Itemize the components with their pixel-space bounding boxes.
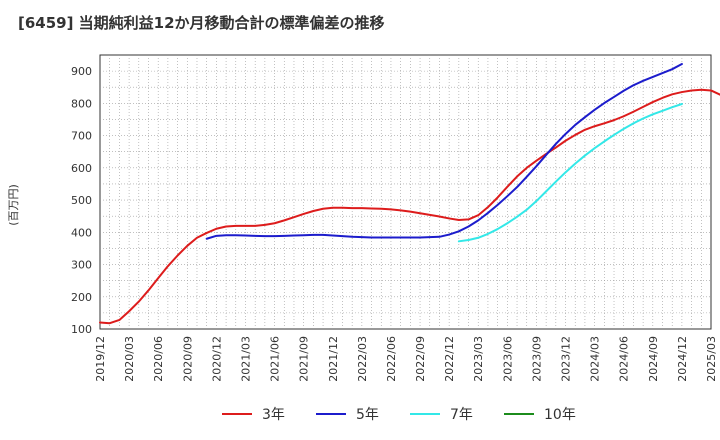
x-tick-label: 2022/09: [414, 336, 427, 382]
x-tick-label: 2020/09: [181, 336, 194, 382]
x-tick-label: 2023/09: [530, 336, 543, 382]
chart-title: [6459] 当期純利益12か月移動合計の標準偏差の推移: [18, 14, 385, 32]
legend-label: 10年: [544, 407, 576, 423]
x-tick-label: 2022/12: [443, 336, 456, 382]
x-tick-label: 2023/03: [472, 336, 485, 382]
y-axis: 100 200 300 400 500 600 700 800 900: [71, 65, 92, 336]
x-tick-label: 2024/03: [589, 336, 602, 382]
x-tick-label: 2024/09: [647, 336, 660, 382]
y-tick-label: 400: [71, 226, 92, 239]
y-tick-label: 200: [71, 291, 92, 304]
x-tick-label: 2022/06: [385, 336, 398, 382]
x-tick-label: 2021/12: [327, 336, 340, 382]
x-tick-label: 2021/06: [269, 336, 282, 382]
y-tick-label: 500: [71, 194, 92, 207]
x-tick-label: 2024/12: [676, 336, 689, 382]
y-tick-label: 900: [71, 65, 92, 78]
legend: 3年 5年 7年 10年: [222, 407, 576, 423]
x-tick-label: 2023/06: [501, 336, 514, 382]
x-tick-label: 2020/12: [210, 336, 223, 382]
y-tick-label: 300: [71, 259, 92, 272]
x-tick-label: 2020/06: [152, 336, 165, 382]
y-tick-label: 800: [71, 97, 92, 110]
x-tick-label: 2024/06: [618, 336, 631, 382]
legend-label: 7年: [450, 407, 473, 423]
series-line-3年: [99, 88, 720, 325]
legend-label: 3年: [262, 407, 285, 423]
y-tick-label: 100: [71, 323, 92, 336]
x-tick-label: 2021/09: [298, 336, 311, 382]
plot-background: [99, 54, 712, 330]
series-line-5年: [205, 63, 683, 240]
x-tick-label: 2019/12: [94, 336, 107, 382]
gridlines: [100, 55, 711, 329]
x-tick-label: 2021/03: [239, 336, 252, 382]
legend-label: 5年: [356, 407, 379, 423]
x-tick-label: 2022/03: [356, 336, 369, 382]
x-axis: 2019/12 2020/03 2020/06 2020/09 2020/12 2021/…: [94, 336, 718, 382]
series-lines: [99, 63, 720, 325]
x-tick-label: 2023/12: [560, 336, 573, 382]
x-tick-label: 2020/03: [123, 336, 136, 382]
y-axis-label: (百万円): [7, 184, 20, 226]
x-tick-label: 2025/03: [705, 336, 718, 382]
y-tick-label: 600: [71, 162, 92, 175]
y-tick-label: 700: [71, 130, 92, 143]
series-line-7年: [457, 103, 683, 243]
